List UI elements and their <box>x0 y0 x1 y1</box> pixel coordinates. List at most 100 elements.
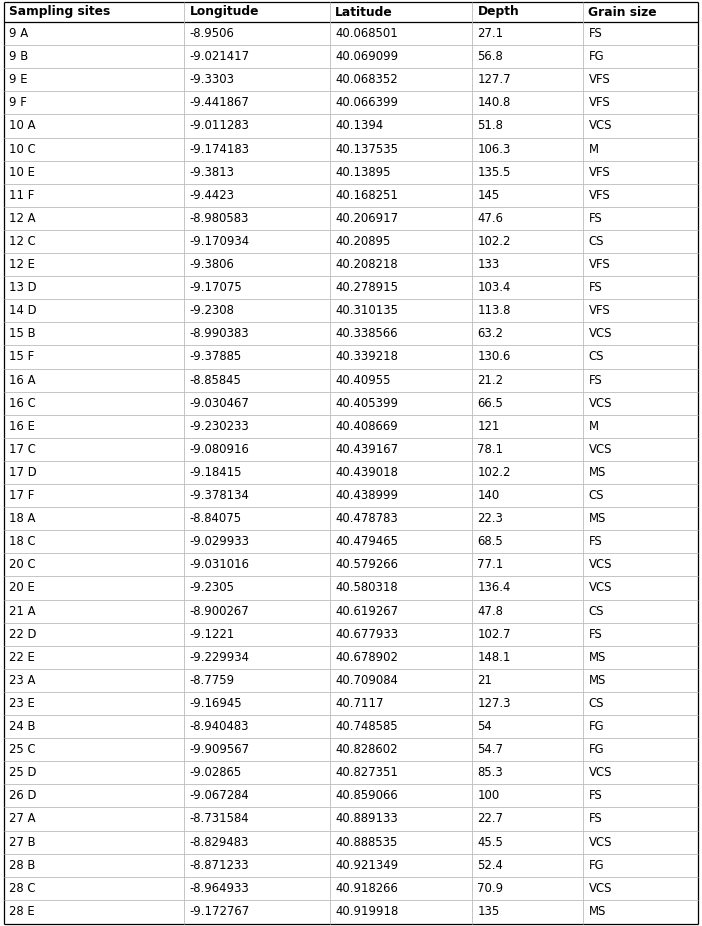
Text: 40.619267: 40.619267 <box>335 605 398 618</box>
Text: 40.859066: 40.859066 <box>335 789 398 802</box>
Text: FG: FG <box>588 858 604 871</box>
Text: 40.339218: 40.339218 <box>335 350 398 363</box>
Text: 66.5: 66.5 <box>477 396 503 409</box>
Text: 40.208218: 40.208218 <box>335 258 398 271</box>
Text: VCS: VCS <box>588 328 612 341</box>
Text: 40.206917: 40.206917 <box>335 212 398 225</box>
Text: 68.5: 68.5 <box>477 535 503 548</box>
Text: -9.229934: -9.229934 <box>190 651 249 664</box>
Text: 40.439018: 40.439018 <box>335 466 398 479</box>
Text: 40.168251: 40.168251 <box>335 189 398 202</box>
Text: 40.827351: 40.827351 <box>335 766 398 780</box>
Text: MS: MS <box>588 512 606 525</box>
Text: 40.888535: 40.888535 <box>335 835 397 848</box>
Text: CS: CS <box>588 350 604 363</box>
Text: 12 E: 12 E <box>9 258 35 271</box>
Text: 24 B: 24 B <box>9 720 36 733</box>
Text: 21.2: 21.2 <box>477 373 503 386</box>
Text: VFS: VFS <box>588 305 610 318</box>
Text: 77.1: 77.1 <box>477 558 504 571</box>
Text: 127.7: 127.7 <box>477 73 511 86</box>
Text: 21: 21 <box>477 674 492 687</box>
Text: -9.1221: -9.1221 <box>190 628 234 641</box>
Text: 25 D: 25 D <box>9 766 37 780</box>
Text: 10 A: 10 A <box>9 119 36 132</box>
Text: VFS: VFS <box>588 73 610 86</box>
Text: 102.2: 102.2 <box>477 466 511 479</box>
Text: -9.080916: -9.080916 <box>190 443 249 456</box>
Text: -8.7759: -8.7759 <box>190 674 234 687</box>
Text: 103.4: 103.4 <box>477 282 511 294</box>
Text: -9.174183: -9.174183 <box>190 143 249 156</box>
Text: 102.7: 102.7 <box>477 628 511 641</box>
Text: 22.3: 22.3 <box>477 512 503 525</box>
Text: -8.731584: -8.731584 <box>190 812 249 825</box>
Text: 17 F: 17 F <box>9 489 34 502</box>
Text: FS: FS <box>588 373 602 386</box>
Text: FS: FS <box>588 535 602 548</box>
Text: 133: 133 <box>477 258 500 271</box>
Text: FS: FS <box>588 27 602 40</box>
Text: 22.7: 22.7 <box>477 812 503 825</box>
Text: Latitude: Latitude <box>335 6 393 19</box>
Text: -9.2308: -9.2308 <box>190 305 234 318</box>
Text: 10 E: 10 E <box>9 166 35 179</box>
Text: -8.85845: -8.85845 <box>190 373 241 386</box>
Text: -9.170934: -9.170934 <box>190 235 250 248</box>
Text: VCS: VCS <box>588 396 612 409</box>
Text: 130.6: 130.6 <box>477 350 511 363</box>
Text: VCS: VCS <box>588 766 612 780</box>
Text: 135.5: 135.5 <box>477 166 511 179</box>
Text: 52.4: 52.4 <box>477 858 503 871</box>
Text: 23 A: 23 A <box>9 674 36 687</box>
Text: -8.964933: -8.964933 <box>190 882 249 895</box>
Text: 12 C: 12 C <box>9 235 36 248</box>
Text: 106.3: 106.3 <box>477 143 511 156</box>
Text: 12 A: 12 A <box>9 212 36 225</box>
Text: 56.8: 56.8 <box>477 50 503 63</box>
Text: Depth: Depth <box>477 6 519 19</box>
Text: -9.909567: -9.909567 <box>190 744 250 757</box>
Text: 78.1: 78.1 <box>477 443 503 456</box>
Text: -8.990383: -8.990383 <box>190 328 249 341</box>
Text: 40.889133: 40.889133 <box>335 812 398 825</box>
Text: 136.4: 136.4 <box>477 582 511 594</box>
Text: 20 E: 20 E <box>9 582 35 594</box>
Text: MS: MS <box>588 674 606 687</box>
Text: 15 F: 15 F <box>9 350 34 363</box>
Text: -9.230233: -9.230233 <box>190 419 249 432</box>
Text: -9.16945: -9.16945 <box>190 697 242 710</box>
Text: 18 A: 18 A <box>9 512 36 525</box>
Text: 10 C: 10 C <box>9 143 36 156</box>
Text: VCS: VCS <box>588 119 612 132</box>
Text: -8.980583: -8.980583 <box>190 212 249 225</box>
Text: CS: CS <box>588 605 604 618</box>
Text: -9.18415: -9.18415 <box>190 466 242 479</box>
Text: -9.441867: -9.441867 <box>190 96 249 109</box>
Text: 22 E: 22 E <box>9 651 35 664</box>
Text: 17 D: 17 D <box>9 466 37 479</box>
Text: VFS: VFS <box>588 166 610 179</box>
Text: 54.7: 54.7 <box>477 744 503 757</box>
Text: VCS: VCS <box>588 882 612 895</box>
Text: -8.871233: -8.871233 <box>190 858 249 871</box>
Text: VFS: VFS <box>588 96 610 109</box>
Text: -9.030467: -9.030467 <box>190 396 249 409</box>
Text: 9 B: 9 B <box>9 50 28 63</box>
Text: 9 A: 9 A <box>9 27 28 40</box>
Text: 40.828602: 40.828602 <box>335 744 397 757</box>
Text: 40.921349: 40.921349 <box>335 858 398 871</box>
Text: 40.278915: 40.278915 <box>335 282 398 294</box>
Text: -9.4423: -9.4423 <box>190 189 234 202</box>
Text: -9.021417: -9.021417 <box>190 50 250 63</box>
Text: 28 B: 28 B <box>9 858 35 871</box>
Text: M: M <box>588 143 599 156</box>
Text: -9.2305: -9.2305 <box>190 582 234 594</box>
Text: 135: 135 <box>477 905 500 918</box>
Text: 70.9: 70.9 <box>477 882 503 895</box>
Text: 22 D: 22 D <box>9 628 37 641</box>
Text: -8.9506: -8.9506 <box>190 27 234 40</box>
Text: 40.7117: 40.7117 <box>335 697 384 710</box>
Text: 40.748585: 40.748585 <box>335 720 398 733</box>
Text: 40.068352: 40.068352 <box>335 73 398 86</box>
